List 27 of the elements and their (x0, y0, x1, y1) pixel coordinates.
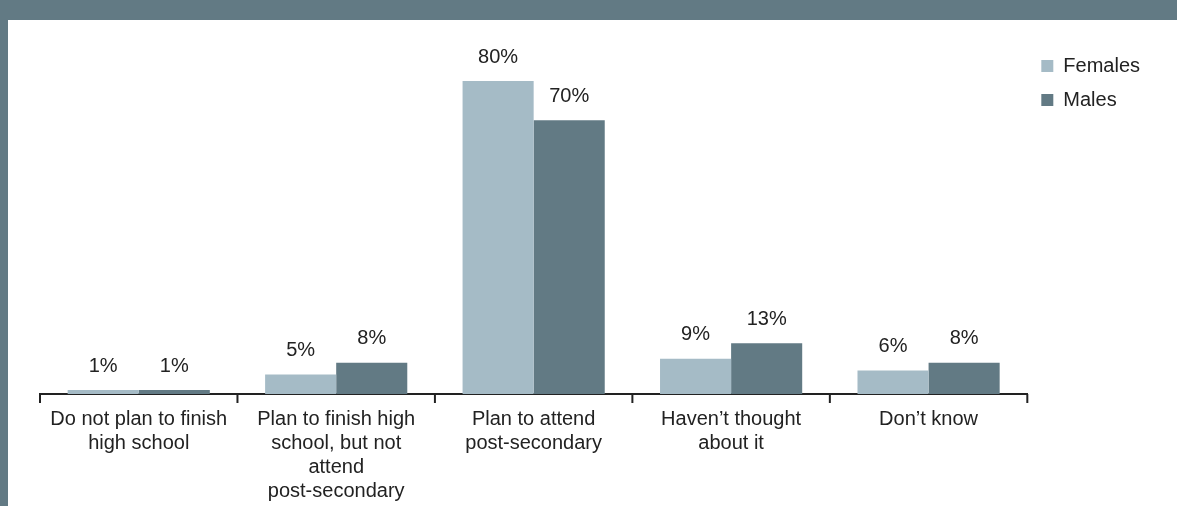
x-tick-label: Don’t know (879, 406, 979, 429)
bar (462, 81, 534, 394)
x-tick-label: Plan to finish high school, but not attend post-secondary (257, 406, 416, 501)
bar (67, 390, 139, 394)
data-label: 8% (357, 326, 387, 349)
x-tick-label: Haven’t thought about it (661, 406, 802, 453)
data-label: 6% (878, 334, 908, 357)
bar (660, 358, 732, 394)
bar (731, 343, 803, 394)
x-tick-label: Plan to attend post-secondary (465, 406, 603, 453)
data-label: 1% (159, 353, 189, 376)
bar (857, 370, 929, 394)
x-tick-label: Do not plan to finish high school (50, 406, 228, 453)
data-label: 8% (949, 326, 979, 349)
legend-label: Males (1063, 87, 1117, 110)
bar (533, 120, 605, 394)
legend-label: Females (1063, 53, 1141, 76)
data-label: 13% (746, 306, 787, 329)
bar (265, 374, 337, 394)
bar (928, 362, 1000, 394)
data-label: 1% (88, 353, 118, 376)
bar (336, 362, 408, 394)
bar (138, 390, 210, 394)
data-label: 70% (549, 83, 590, 106)
data-label: 5% (286, 337, 316, 360)
data-label: 80% (478, 44, 519, 67)
data-label: 9% (681, 322, 711, 345)
